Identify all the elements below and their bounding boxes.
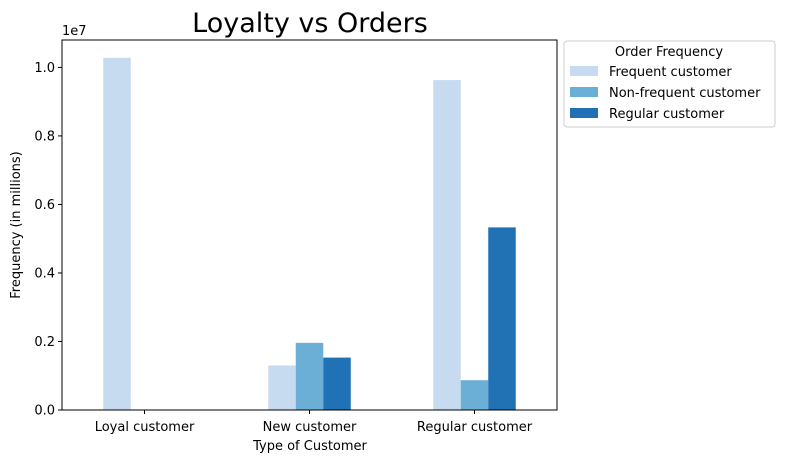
x-tick-label: Loyal customer bbox=[95, 420, 195, 435]
x-tick-label: Regular customer bbox=[417, 420, 533, 435]
legend-label: Non-frequent customer bbox=[609, 86, 761, 101]
y-ticks: 0.0 0.2 0.4 0.6 0.8 1.0 bbox=[34, 61, 62, 419]
legend-swatch bbox=[570, 108, 598, 118]
bar-non-frequent-customer-regular-customer bbox=[460, 380, 489, 410]
y-tick-label: 1.0 bbox=[34, 61, 55, 76]
legend: Order Frequency Frequent customer Non-fre… bbox=[563, 40, 776, 128]
legend-swatch bbox=[570, 66, 598, 76]
x-ticks: Loyal customer New customer Regular custom… bbox=[95, 410, 533, 435]
plot-frame bbox=[61, 39, 558, 411]
x-axis-label: Type of Customer bbox=[252, 439, 367, 454]
bar-frequent-customer-regular-customer bbox=[433, 80, 461, 410]
y-offset-text: 1e7 bbox=[62, 24, 87, 39]
chart-title: Loyalty vs Orders bbox=[192, 8, 428, 39]
y-axis-label: Frequency (in millions) bbox=[9, 151, 24, 299]
y-tick-label: 0.6 bbox=[34, 198, 55, 213]
y-tick-label: 0.4 bbox=[34, 266, 55, 281]
y-tick-label: 0.0 bbox=[34, 404, 55, 419]
bar-non-frequent-customer-new-customer bbox=[295, 342, 324, 410]
legend-label: Frequent customer bbox=[609, 65, 732, 80]
y-tick-label: 0.8 bbox=[34, 129, 55, 144]
legend-title: Order Frequency bbox=[615, 45, 724, 60]
bar-regular-customer-new-customer bbox=[323, 357, 351, 410]
bar-regular-customer-regular-customer bbox=[488, 227, 516, 410]
legend-swatch bbox=[570, 87, 598, 97]
legend-label: Regular customer bbox=[609, 107, 725, 122]
bars-group bbox=[103, 57, 516, 410]
legend-frame bbox=[563, 40, 776, 128]
x-tick-label: New customer bbox=[263, 420, 357, 435]
bar-frequent-customer-loyal-customer bbox=[103, 57, 131, 410]
bar-frequent-customer-new-customer bbox=[268, 365, 296, 410]
y-tick-label: 0.2 bbox=[34, 335, 55, 350]
